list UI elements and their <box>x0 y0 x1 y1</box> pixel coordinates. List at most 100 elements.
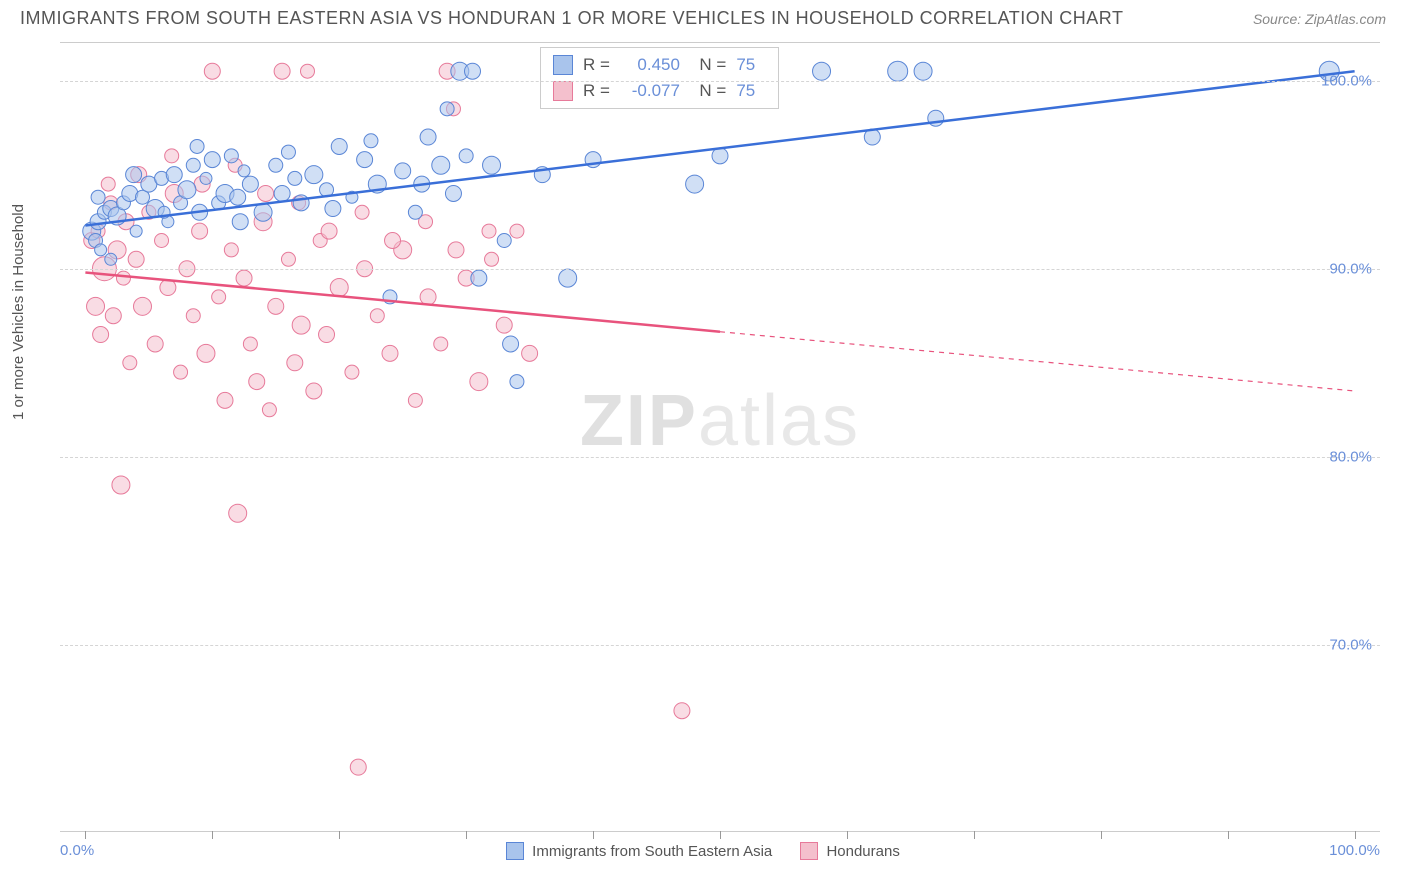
scatter-point-series1 <box>471 270 487 286</box>
scatter-point-series1 <box>325 201 341 217</box>
scatter-point-series2 <box>420 289 436 305</box>
x-tick <box>1228 831 1229 839</box>
scatter-point-series2 <box>128 251 144 267</box>
scatter-point-series2 <box>262 403 276 417</box>
scatter-point-series1 <box>465 63 481 79</box>
series2-legend-label: Hondurans <box>826 843 899 860</box>
scatter-point-series1 <box>126 167 142 183</box>
scatter-point-series1 <box>483 156 501 174</box>
scatter-point-series1 <box>95 244 107 256</box>
scatter-point-series1 <box>178 181 196 199</box>
scatter-point-series2 <box>482 224 496 238</box>
scatter-point-series2 <box>321 223 337 239</box>
scatter-point-series2 <box>470 373 488 391</box>
scatter-point-series1 <box>331 138 347 154</box>
scatter-point-series1 <box>242 176 258 192</box>
scatter-point-series1 <box>364 134 378 148</box>
scatter-point-series1 <box>813 62 831 80</box>
x-tick <box>339 831 340 839</box>
series2-n-value: 75 <box>736 78 766 104</box>
chart-plot-area: ZIPatlas R = 0.450 N = 75 R = -0.077 N =… <box>60 42 1380 832</box>
scatter-point-series2 <box>345 365 359 379</box>
series1-legend-label: Immigrants from South Eastern Asia <box>532 843 772 860</box>
source-label: Source: ZipAtlas.com <box>1253 11 1386 27</box>
scatter-point-series2 <box>229 504 247 522</box>
scatter-point-series1 <box>224 149 238 163</box>
scatter-point-series2 <box>174 365 188 379</box>
gridline <box>60 645 1380 646</box>
x-tick <box>212 831 213 839</box>
scatter-point-series1 <box>440 102 454 116</box>
scatter-point-series2 <box>485 252 499 266</box>
scatter-point-series2 <box>93 327 109 343</box>
scatter-point-series2 <box>522 345 538 361</box>
trendline-series2-dashed <box>720 332 1355 391</box>
series2-r-value: -0.077 <box>620 78 680 104</box>
scatter-point-series1 <box>293 195 309 211</box>
x-tick <box>85 831 86 839</box>
scatter-plot-svg <box>60 43 1380 831</box>
scatter-point-series2 <box>306 383 322 399</box>
x-tick <box>720 831 721 839</box>
series1-legend-swatch-icon <box>506 842 524 860</box>
scatter-point-series2 <box>408 393 422 407</box>
scatter-point-series1 <box>91 190 105 204</box>
scatter-point-series1 <box>288 171 302 185</box>
scatter-point-series2 <box>236 270 252 286</box>
scatter-point-series2 <box>274 63 290 79</box>
scatter-point-series2 <box>204 63 220 79</box>
x-tick <box>847 831 848 839</box>
scatter-point-series1 <box>274 185 290 201</box>
scatter-point-series2 <box>287 355 303 371</box>
scatter-point-series1 <box>408 205 422 219</box>
series1-swatch-icon <box>553 55 573 75</box>
scatter-point-series1 <box>190 139 204 153</box>
x-tick <box>1101 831 1102 839</box>
scatter-point-series2 <box>510 224 524 238</box>
scatter-point-series2 <box>87 297 105 315</box>
y-tick-label: 80.0% <box>1329 448 1372 465</box>
scatter-point-series2 <box>292 316 310 334</box>
scatter-point-series1 <box>230 189 246 205</box>
scatter-point-series1 <box>232 214 248 230</box>
scatter-point-series1 <box>459 149 473 163</box>
scatter-point-series2 <box>186 309 200 323</box>
scatter-point-series2 <box>674 703 690 719</box>
scatter-point-series2 <box>249 374 265 390</box>
scatter-point-series1 <box>281 145 295 159</box>
scatter-point-series1 <box>357 152 373 168</box>
scatter-point-series2 <box>134 297 152 315</box>
legend-item-series2: Hondurans <box>800 842 899 860</box>
scatter-point-series1 <box>395 163 411 179</box>
scatter-point-series2 <box>370 309 384 323</box>
scatter-point-series2 <box>192 223 208 239</box>
scatter-point-series2 <box>448 242 464 258</box>
series2-swatch-icon <box>553 81 573 101</box>
scatter-point-series1 <box>186 158 200 172</box>
scatter-point-series1 <box>269 158 283 172</box>
y-tick-label: 70.0% <box>1329 636 1372 653</box>
scatter-point-series2 <box>212 290 226 304</box>
scatter-point-series2 <box>382 345 398 361</box>
scatter-point-series2 <box>217 392 233 408</box>
scatter-point-series1 <box>559 269 577 287</box>
scatter-point-series2 <box>319 327 335 343</box>
bottom-legend: Immigrants from South Eastern Asia Hondu… <box>0 842 1406 864</box>
scatter-point-series2 <box>258 185 274 201</box>
scatter-point-series1 <box>305 166 323 184</box>
scatter-point-series1 <box>420 129 436 145</box>
y-axis-label: 1 or more Vehicles in Household <box>10 204 27 420</box>
scatter-point-series1 <box>204 152 220 168</box>
scatter-point-series2 <box>101 177 115 191</box>
scatter-point-series1 <box>238 165 250 177</box>
gridline <box>60 81 1380 82</box>
scatter-point-series1 <box>432 156 450 174</box>
x-tick <box>1355 831 1356 839</box>
scatter-point-series1 <box>914 62 932 80</box>
scatter-point-series1 <box>166 167 182 183</box>
gridline <box>60 457 1380 458</box>
scatter-point-series2 <box>301 64 315 78</box>
scatter-point-series2 <box>434 337 448 351</box>
x-tick <box>466 831 467 839</box>
scatter-point-series2 <box>281 252 295 266</box>
